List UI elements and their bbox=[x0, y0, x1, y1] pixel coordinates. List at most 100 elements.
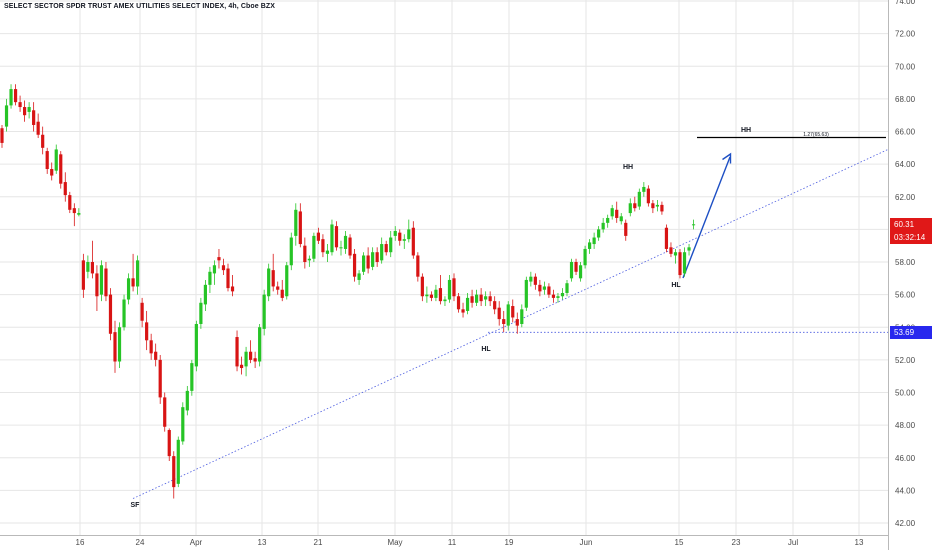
candle-body bbox=[190, 363, 194, 391]
candle bbox=[217, 248, 221, 269]
candle bbox=[402, 234, 406, 249]
candle bbox=[181, 402, 185, 445]
candle bbox=[456, 292, 461, 313]
time-tick-label: 11 bbox=[448, 538, 457, 547]
candle bbox=[27, 102, 31, 119]
horizontal-levels bbox=[488, 136, 888, 333]
candle-body bbox=[54, 149, 58, 171]
candle bbox=[221, 258, 226, 276]
candle-body bbox=[307, 258, 311, 261]
candle-body bbox=[95, 273, 99, 297]
candle-body bbox=[249, 351, 253, 360]
candle-body bbox=[339, 247, 343, 249]
candle bbox=[267, 263, 271, 302]
candle-body bbox=[27, 107, 31, 112]
candle bbox=[0, 124, 4, 148]
price-tick-label: 62.00 bbox=[895, 193, 916, 202]
candle bbox=[578, 262, 583, 282]
candle-body bbox=[547, 286, 551, 295]
candle-body bbox=[235, 337, 239, 367]
candle bbox=[366, 247, 370, 274]
candle bbox=[289, 232, 293, 271]
candle-body bbox=[479, 294, 483, 302]
candle-body bbox=[289, 237, 293, 266]
candle-body bbox=[244, 351, 248, 367]
candle bbox=[172, 451, 176, 499]
time-tick-label: 24 bbox=[136, 538, 145, 547]
trendlines bbox=[132, 149, 889, 499]
price-tick-label: 48.00 bbox=[895, 421, 916, 430]
candle-body bbox=[90, 262, 94, 274]
candle bbox=[511, 299, 515, 323]
candle-body bbox=[258, 327, 262, 362]
candle-body bbox=[36, 121, 40, 135]
candle-body bbox=[194, 323, 198, 367]
candle-body bbox=[59, 154, 63, 184]
candle bbox=[45, 147, 49, 174]
candle-body bbox=[488, 296, 492, 302]
candle bbox=[126, 273, 131, 305]
candle-body bbox=[642, 186, 646, 192]
time-tick-label: 13 bbox=[258, 538, 267, 547]
candle bbox=[303, 237, 307, 269]
candle bbox=[104, 262, 108, 302]
candle bbox=[393, 226, 397, 241]
candle-body bbox=[303, 245, 307, 262]
price-tick-label: 64.00 bbox=[895, 160, 916, 169]
candle bbox=[502, 310, 506, 333]
candle-body bbox=[348, 237, 352, 256]
candle-body bbox=[45, 151, 49, 170]
candle-body bbox=[673, 252, 678, 256]
candle-body bbox=[239, 364, 244, 369]
annotation-hl-jun: HL bbox=[671, 282, 681, 289]
level-price-badge: 53.69 bbox=[890, 325, 932, 339]
candle bbox=[624, 219, 628, 241]
candle-body bbox=[136, 260, 140, 287]
candle-body bbox=[601, 222, 605, 230]
candle-body bbox=[68, 195, 72, 210]
candle bbox=[398, 229, 402, 246]
candle bbox=[583, 245, 587, 269]
candle bbox=[294, 203, 298, 246]
candle-body bbox=[316, 232, 320, 241]
time-tick-label: Jun bbox=[580, 538, 593, 547]
candle-body bbox=[86, 262, 90, 272]
price-tick-label: 74.00 bbox=[895, 0, 916, 6]
candle-body bbox=[217, 257, 221, 261]
candle bbox=[122, 294, 126, 331]
candle bbox=[542, 281, 546, 295]
candle bbox=[312, 232, 316, 262]
time-axis[interactable]: 16 24 Apr 13 21 May 11 19 Jun 15 23 Jul 13 bbox=[0, 535, 888, 548]
candle-body bbox=[145, 322, 149, 341]
candle bbox=[565, 279, 569, 297]
candle bbox=[592, 232, 596, 249]
candle-body bbox=[334, 226, 339, 248]
candle-body bbox=[484, 296, 488, 300]
candle bbox=[416, 252, 420, 282]
candle-body bbox=[72, 208, 76, 214]
candle bbox=[682, 247, 687, 277]
candle bbox=[36, 113, 40, 139]
candle-body bbox=[443, 299, 447, 302]
candle-body bbox=[461, 309, 465, 313]
candle bbox=[637, 188, 641, 210]
candle-body bbox=[678, 252, 682, 276]
candle bbox=[488, 291, 492, 307]
candle bbox=[484, 291, 488, 307]
candle-body bbox=[398, 232, 402, 241]
candle-body bbox=[280, 289, 284, 298]
candle bbox=[298, 203, 302, 248]
candle bbox=[239, 356, 244, 375]
time-tick-label: Jul bbox=[788, 538, 798, 547]
time-tick-label: 13 bbox=[855, 538, 864, 547]
price-axis[interactable]: 74.0072.0070.0068.0066.0064.0062.0060.00… bbox=[888, 0, 916, 550]
candle-body bbox=[524, 279, 528, 308]
candle-body bbox=[506, 304, 510, 326]
candle bbox=[113, 320, 117, 373]
candle bbox=[352, 248, 357, 282]
candle-body bbox=[108, 294, 113, 334]
candle bbox=[158, 354, 162, 404]
fib-label: 1.27(65.63) bbox=[803, 132, 829, 138]
candle-body bbox=[221, 265, 226, 271]
